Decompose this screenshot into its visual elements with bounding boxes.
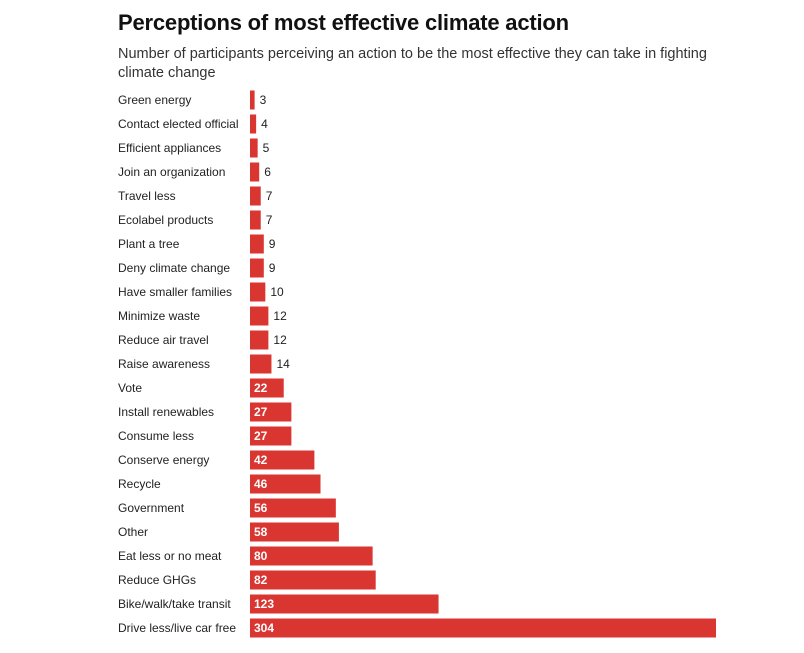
bar [250, 378, 284, 398]
category-label: Eat less or no meat [118, 549, 222, 563]
bar [250, 258, 264, 278]
bar [250, 162, 260, 182]
category-label: Install renewables [118, 405, 214, 419]
data-label: 80 [254, 549, 268, 563]
data-label: 56 [254, 501, 268, 515]
data-label: 58 [254, 525, 268, 539]
bar [250, 234, 264, 254]
bar [250, 138, 258, 158]
data-label: 10 [270, 285, 284, 299]
category-label: Reduce air travel [118, 333, 209, 347]
bar [250, 306, 269, 326]
bar [250, 330, 269, 350]
category-label: Travel less [118, 189, 176, 203]
category-label: Conserve energy [118, 453, 209, 467]
bar [250, 498, 336, 518]
data-label: 3 [260, 93, 267, 107]
bar [250, 522, 339, 542]
bar [250, 90, 255, 110]
bar [250, 546, 373, 566]
bar [250, 570, 376, 590]
bar [250, 186, 261, 206]
data-label: 5 [263, 141, 270, 155]
data-label: 6 [264, 165, 271, 179]
category-label: Raise awareness [118, 357, 210, 371]
category-label: Other [118, 525, 148, 539]
category-label: Vote [118, 381, 142, 395]
bar [250, 282, 266, 302]
bar [250, 402, 292, 422]
bar [250, 450, 315, 470]
data-label: 27 [254, 429, 268, 443]
data-label: 304 [254, 621, 274, 635]
category-label: Government [118, 501, 185, 515]
category-label: Drive less/live car free [118, 621, 236, 635]
data-label: 46 [254, 477, 268, 491]
category-label: Efficient appliances [118, 141, 221, 155]
data-label: 42 [254, 453, 268, 467]
data-label: 123 [254, 597, 274, 611]
bar [250, 594, 439, 614]
data-label: 12 [273, 333, 287, 347]
category-label: Green energy [118, 93, 191, 107]
data-label: 4 [261, 117, 268, 131]
category-label: Deny climate change [118, 261, 230, 275]
category-label: Recycle [118, 477, 161, 491]
category-label: Plant a tree [118, 237, 180, 251]
category-label: Minimize waste [118, 309, 200, 323]
category-label: Contact elected official [118, 117, 239, 131]
bar [250, 618, 716, 638]
bar [250, 354, 272, 374]
data-label: 82 [254, 573, 268, 587]
data-label: 22 [254, 381, 268, 395]
data-label: 7 [266, 189, 273, 203]
chart-title: Perceptions of most effective climate ac… [118, 10, 569, 35]
bar [250, 426, 292, 446]
bar [250, 210, 261, 230]
data-label: 14 [276, 357, 290, 371]
category-label: Ecolabel products [118, 213, 213, 227]
data-label: 27 [254, 405, 268, 419]
chart-subtitle: Number of participants perceiving an act… [118, 46, 707, 81]
category-label: Have smaller families [118, 285, 232, 299]
data-label: 12 [273, 309, 287, 323]
category-label: Reduce GHGs [118, 573, 196, 587]
category-label: Join an organization [118, 165, 225, 179]
data-label: 7 [266, 213, 273, 227]
category-label: Consume less [118, 429, 194, 443]
data-label: 9 [269, 237, 276, 251]
data-label: 9 [269, 261, 276, 275]
bar [250, 114, 257, 134]
bar [250, 474, 321, 494]
category-label: Bike/walk/take transit [118, 597, 231, 611]
